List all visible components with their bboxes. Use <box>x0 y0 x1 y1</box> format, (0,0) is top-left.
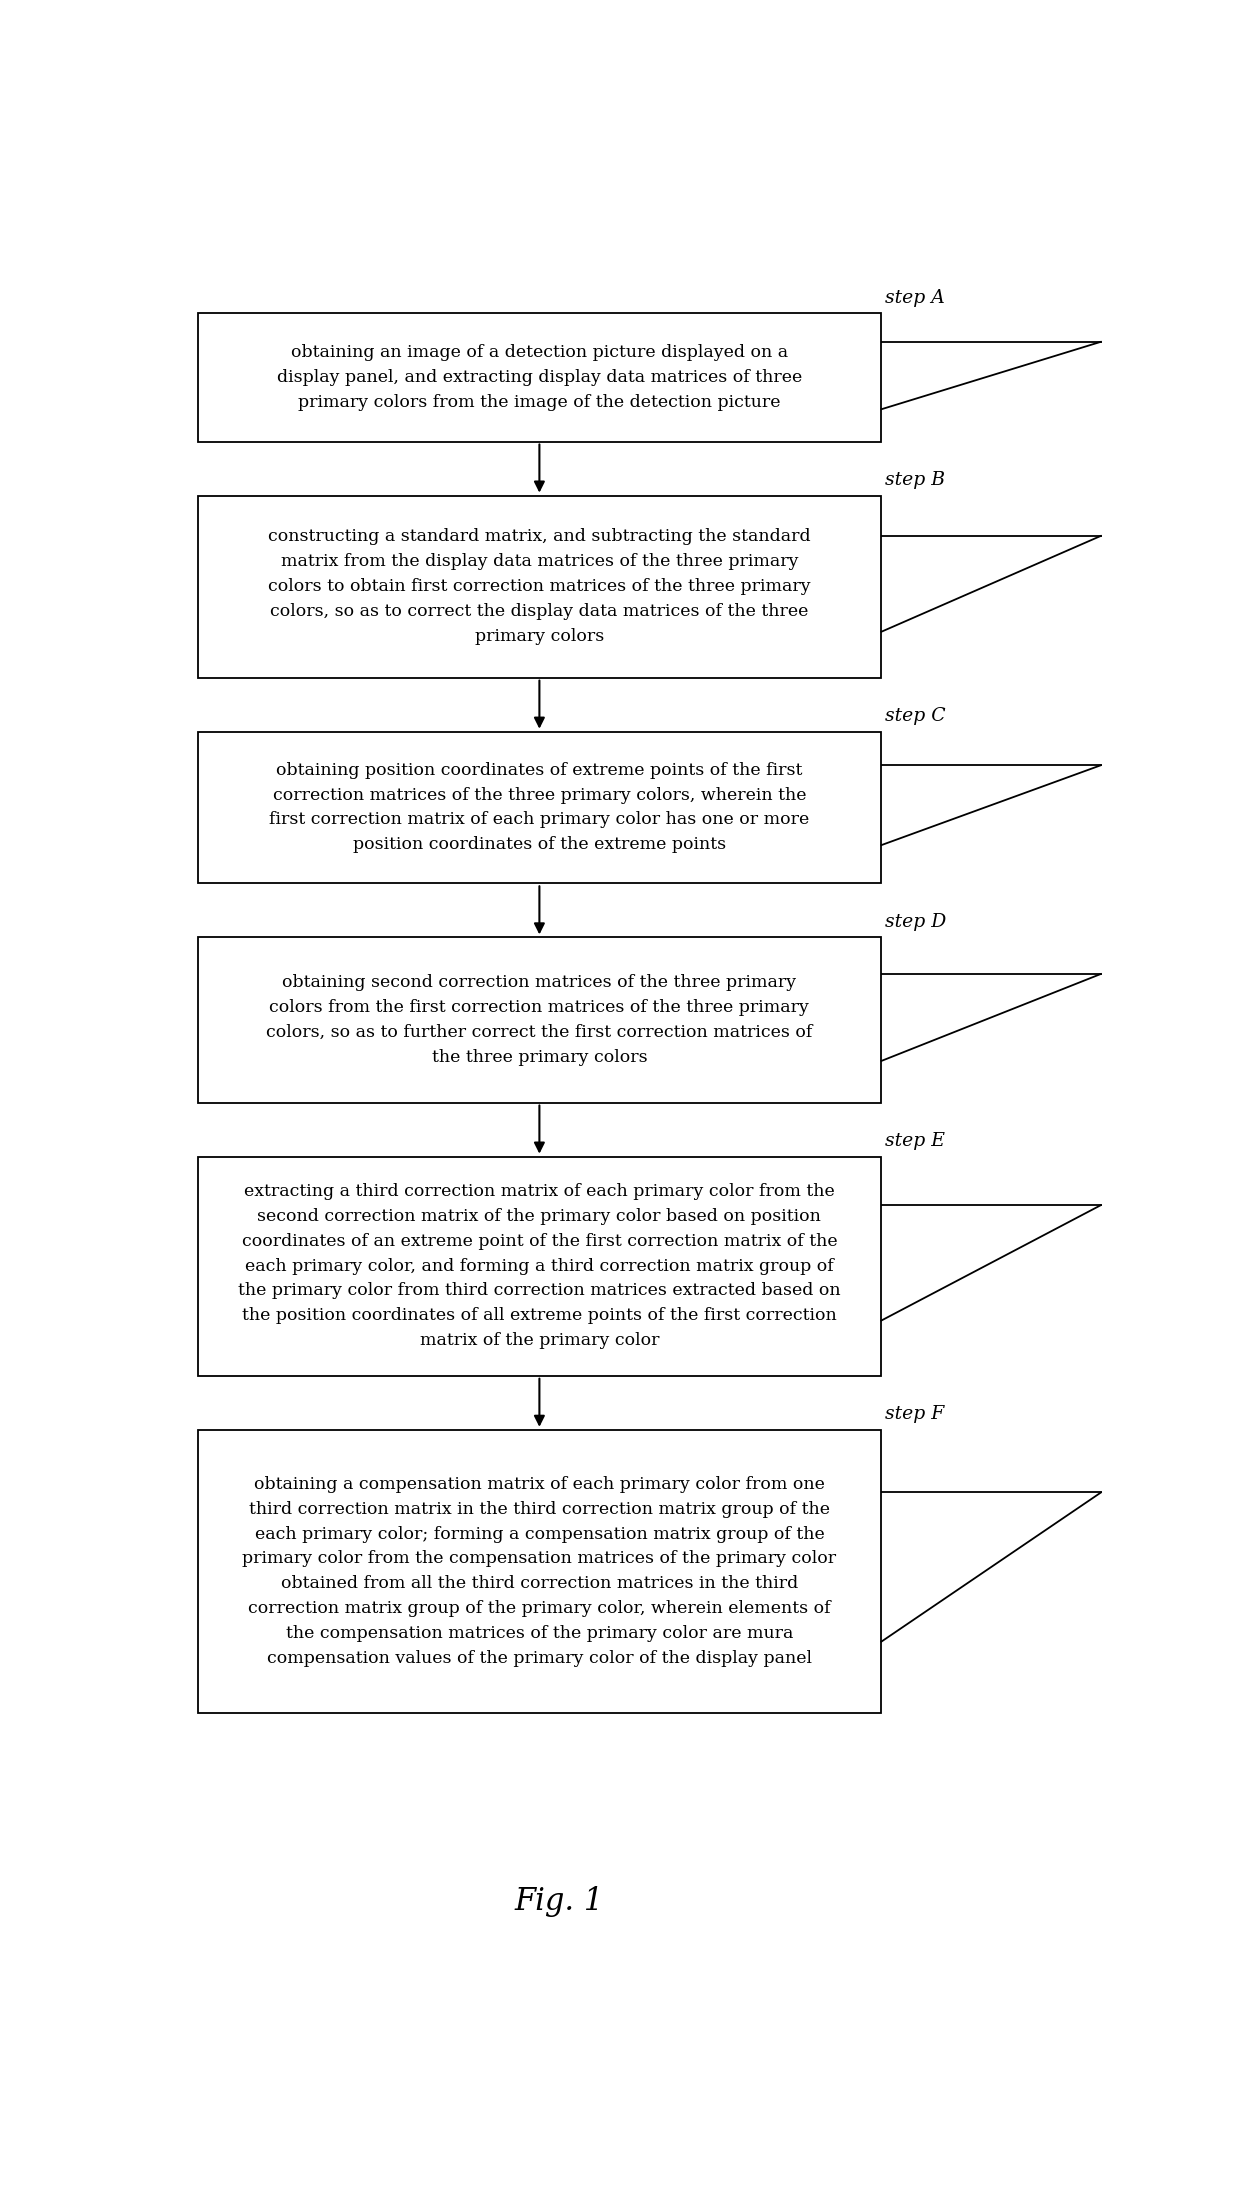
Text: step A: step A <box>885 289 945 307</box>
Text: extracting a third correction matrix of each primary color from the
second corre: extracting a third correction matrix of … <box>238 1183 841 1349</box>
Bar <box>198 937 880 1102</box>
Bar <box>198 495 880 677</box>
Text: step D: step D <box>885 913 946 931</box>
Text: step F: step F <box>885 1406 945 1424</box>
Text: obtaining position coordinates of extreme points of the first
correction matrice: obtaining position coordinates of extrem… <box>269 762 810 854</box>
Bar <box>198 731 880 883</box>
Text: obtaining second correction matrices of the three primary
colors from the first : obtaining second correction matrices of … <box>267 975 812 1067</box>
Text: Fig. 1: Fig. 1 <box>515 1886 603 1918</box>
Text: constructing a standard matrix, and subtracting the standard
matrix from the dis: constructing a standard matrix, and subt… <box>268 528 811 644</box>
Bar <box>198 1430 880 1713</box>
Text: step B: step B <box>885 471 945 488</box>
Text: obtaining a compensation matrix of each primary color from one
third correction : obtaining a compensation matrix of each … <box>242 1476 837 1667</box>
Bar <box>198 313 880 442</box>
Bar <box>198 1156 880 1375</box>
Text: obtaining an image of a detection picture displayed on a
display panel, and extr: obtaining an image of a detection pictur… <box>277 344 802 412</box>
Text: step E: step E <box>885 1132 945 1150</box>
Text: step C: step C <box>885 707 946 725</box>
